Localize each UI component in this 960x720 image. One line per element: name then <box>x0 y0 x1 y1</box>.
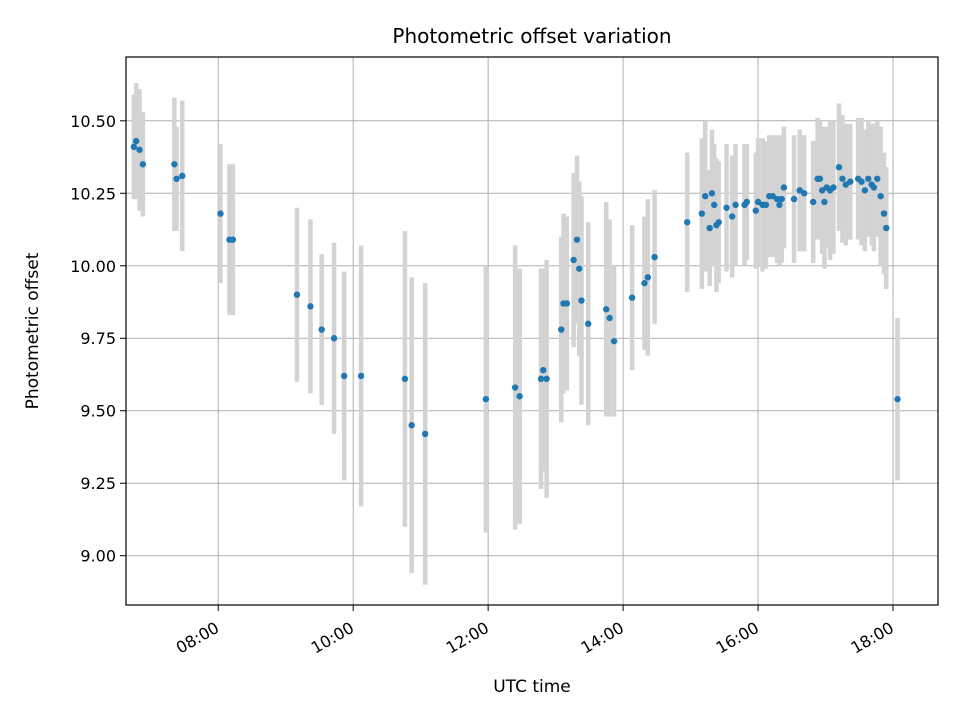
data-point <box>776 201 783 209</box>
plot-frame <box>125 56 939 606</box>
y-tick-label: 10.00 <box>70 257 116 276</box>
data-point <box>585 320 592 327</box>
data-point <box>839 175 846 182</box>
data-point <box>762 201 770 209</box>
data-point <box>558 326 565 333</box>
data-point <box>728 213 736 220</box>
data-point <box>173 175 180 182</box>
data-point <box>821 198 828 206</box>
data-point <box>644 274 652 281</box>
data-point <box>723 204 730 211</box>
data-point <box>835 163 843 171</box>
y-tick-label: 10.25 <box>70 184 116 203</box>
x-axis-label: UTC time <box>493 677 571 697</box>
data-point <box>708 190 716 197</box>
data-point <box>603 306 610 313</box>
data-point <box>874 175 881 182</box>
data-point <box>606 314 613 322</box>
data-point <box>511 384 519 391</box>
data-point <box>773 195 781 203</box>
data-point <box>894 395 901 403</box>
data-point <box>790 195 798 203</box>
data-point <box>576 265 583 272</box>
data-point <box>883 224 890 232</box>
data-point <box>710 201 718 209</box>
y-tick-label: 9.25 <box>80 474 116 493</box>
data-point <box>880 210 888 217</box>
data-point <box>778 195 785 203</box>
data-point <box>540 366 547 374</box>
y-tick-label: 9.00 <box>80 547 116 566</box>
data-point <box>858 178 865 185</box>
data-point <box>482 395 490 403</box>
y-tick-label: 9.50 <box>80 402 116 421</box>
data-point <box>136 146 143 153</box>
data-point <box>421 430 429 438</box>
data-point <box>715 219 722 226</box>
data-point <box>706 224 713 232</box>
data-point <box>870 184 878 191</box>
data-point <box>408 422 415 429</box>
data-point <box>684 219 691 226</box>
data-points <box>130 137 901 438</box>
data-point <box>651 253 658 261</box>
data-point <box>641 279 648 287</box>
data-point <box>701 192 709 200</box>
data-point <box>578 297 585 304</box>
data-point <box>139 161 147 168</box>
data-point <box>340 372 348 380</box>
data-point <box>318 326 325 333</box>
data-point <box>780 184 788 191</box>
data-point <box>816 175 824 182</box>
data-point <box>179 172 186 180</box>
data-point <box>743 198 751 206</box>
data-point <box>861 187 869 194</box>
chart-title: Photometric offset variation <box>392 24 671 48</box>
data-point <box>563 300 571 307</box>
data-point <box>130 143 138 151</box>
data-point <box>628 294 636 301</box>
data-point <box>752 207 760 214</box>
data-point <box>698 210 706 217</box>
data-point <box>830 184 837 191</box>
y-tick-label: 9.75 <box>80 329 116 348</box>
data-point <box>543 375 550 383</box>
data-point <box>307 303 314 310</box>
y-tick-label: 10.50 <box>70 112 116 131</box>
y-axis-label: Photometric offset <box>23 252 43 409</box>
data-point <box>865 175 872 182</box>
data-point <box>732 201 739 209</box>
data-point <box>610 337 618 345</box>
data-point <box>401 375 409 383</box>
data-point <box>537 375 545 383</box>
data-point <box>132 137 140 145</box>
data-point <box>847 178 854 185</box>
data-point <box>330 335 338 342</box>
data-point <box>809 198 817 206</box>
y-axis-ticks: 9.00 9.25 9.50 9.75 10.00 10.25 10.50 <box>70 112 126 566</box>
data-point <box>800 190 808 197</box>
data-point <box>217 210 224 217</box>
data-point <box>573 236 581 243</box>
data-point <box>293 291 301 298</box>
gridlines <box>126 57 938 605</box>
data-point <box>171 161 178 168</box>
data-point <box>570 256 577 264</box>
data-point <box>357 372 365 380</box>
data-point <box>229 236 237 243</box>
data-point <box>877 192 884 200</box>
data-point <box>516 393 523 400</box>
